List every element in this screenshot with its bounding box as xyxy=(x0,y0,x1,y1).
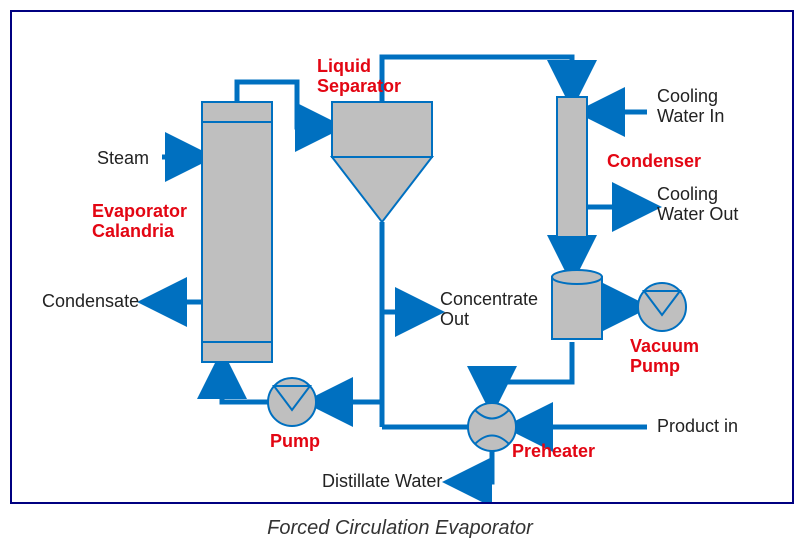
vacuum-pump-label-l2: Pump xyxy=(630,356,680,376)
evaporator-label-l2: Calandria xyxy=(92,221,175,241)
stream-steam-label: Steam xyxy=(97,148,149,168)
flow-recv-to-preheat xyxy=(492,342,572,401)
stream-distillate-label: Distillate Water xyxy=(322,471,442,491)
vacuum-pump xyxy=(638,283,686,331)
pump xyxy=(268,378,316,426)
pump-label: Pump xyxy=(270,431,320,451)
condenser-label: Condenser xyxy=(607,151,701,171)
stream-cooling-in-l1: Cooling xyxy=(657,86,718,106)
diagram-border: Steam Condensate Cooling Water In Coolin… xyxy=(10,10,794,504)
evaporator-calandria xyxy=(202,102,272,362)
diagram-svg: Steam Condensate Cooling Water In Coolin… xyxy=(12,12,792,502)
diagram-caption: Forced Circulation Evaporator xyxy=(0,517,800,540)
flow-sep-to-cond xyxy=(382,57,572,102)
evaporator-label-l1: Evaporator xyxy=(92,201,187,221)
stream-condensate-label: Condensate xyxy=(42,291,139,311)
condenser xyxy=(557,97,587,237)
liquid-separator xyxy=(332,102,432,222)
preheater-label: Preheater xyxy=(512,441,595,461)
stream-cooling-out-l1: Cooling xyxy=(657,184,718,204)
separator-label-l1: Liquid xyxy=(317,56,371,76)
diagram-frame: Steam Condensate Cooling Water In Coolin… xyxy=(0,0,800,548)
separator-label-l2: Separator xyxy=(317,76,401,96)
receiver-tank xyxy=(552,270,602,339)
stream-product-in-label: Product in xyxy=(657,416,738,436)
preheater xyxy=(468,403,516,451)
flow-pump-to-evap xyxy=(222,364,268,402)
vacuum-pump-label-l1: Vacuum xyxy=(630,336,699,356)
stream-distillate-arrow xyxy=(457,451,492,482)
stream-concentrate-l2: Out xyxy=(440,309,469,329)
stream-cooling-out-l2: Water Out xyxy=(657,204,738,224)
stream-concentrate-l1: Concentrate xyxy=(440,289,538,309)
stream-cooling-in-l2: Water In xyxy=(657,106,724,126)
